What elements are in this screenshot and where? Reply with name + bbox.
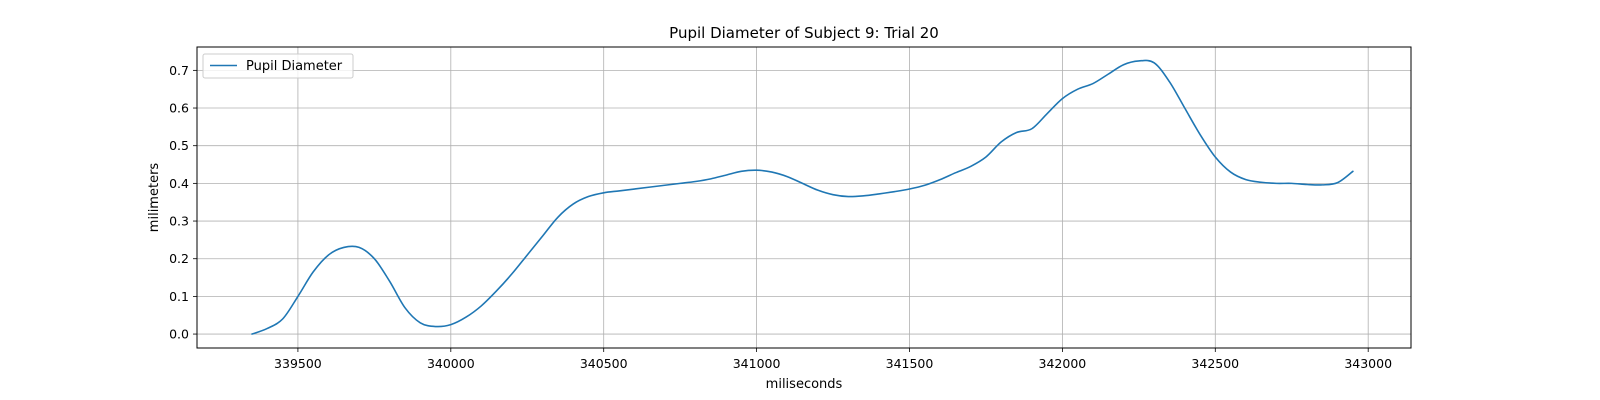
x-tick-label: 341500 bbox=[886, 356, 934, 371]
y-tick-label: 0.0 bbox=[169, 327, 189, 342]
grid-layer bbox=[197, 47, 1411, 348]
y-tick-label: 0.7 bbox=[169, 63, 189, 78]
y-tick-label: 0.4 bbox=[169, 176, 189, 191]
legend: Pupil Diameter bbox=[202, 53, 354, 79]
series-line-pupil-diameter bbox=[251, 59, 1354, 335]
y-tick-label: 0.3 bbox=[169, 214, 189, 229]
y-tick-label: 0.1 bbox=[169, 289, 189, 304]
y-axis-label: milimeters bbox=[147, 163, 162, 233]
chart-title: Pupil Diameter of Subject 9: Trial 20 bbox=[669, 24, 939, 42]
y-tick-label: 0.2 bbox=[169, 251, 189, 266]
x-tick-label: 341000 bbox=[733, 356, 781, 371]
x-tick-label: 342000 bbox=[1039, 356, 1087, 371]
x-tick-label: 342500 bbox=[1191, 356, 1239, 371]
x-tick-label: 339500 bbox=[274, 356, 322, 371]
x-tick-label: 340000 bbox=[427, 356, 475, 371]
y-axis-ticks: 0.0 0.1 0.2 0.3 0.4 0.5 0.6 0.7 bbox=[169, 63, 197, 342]
x-axis-ticks: 339500 340000 340500 341000 341500 342000 3425… bbox=[274, 348, 1392, 371]
x-tick-label: 340500 bbox=[580, 356, 628, 371]
x-tick-label: 343000 bbox=[1344, 356, 1392, 371]
legend-box bbox=[202, 53, 354, 79]
y-tick-label: 0.6 bbox=[169, 101, 189, 116]
plot-frame bbox=[196, 46, 1412, 349]
legend-label-pupil-diameter: Pupil Diameter bbox=[246, 59, 343, 74]
series-layer bbox=[251, 59, 1354, 335]
y-tick-label: 0.5 bbox=[169, 138, 189, 153]
x-axis-label: miliseconds bbox=[766, 377, 843, 392]
